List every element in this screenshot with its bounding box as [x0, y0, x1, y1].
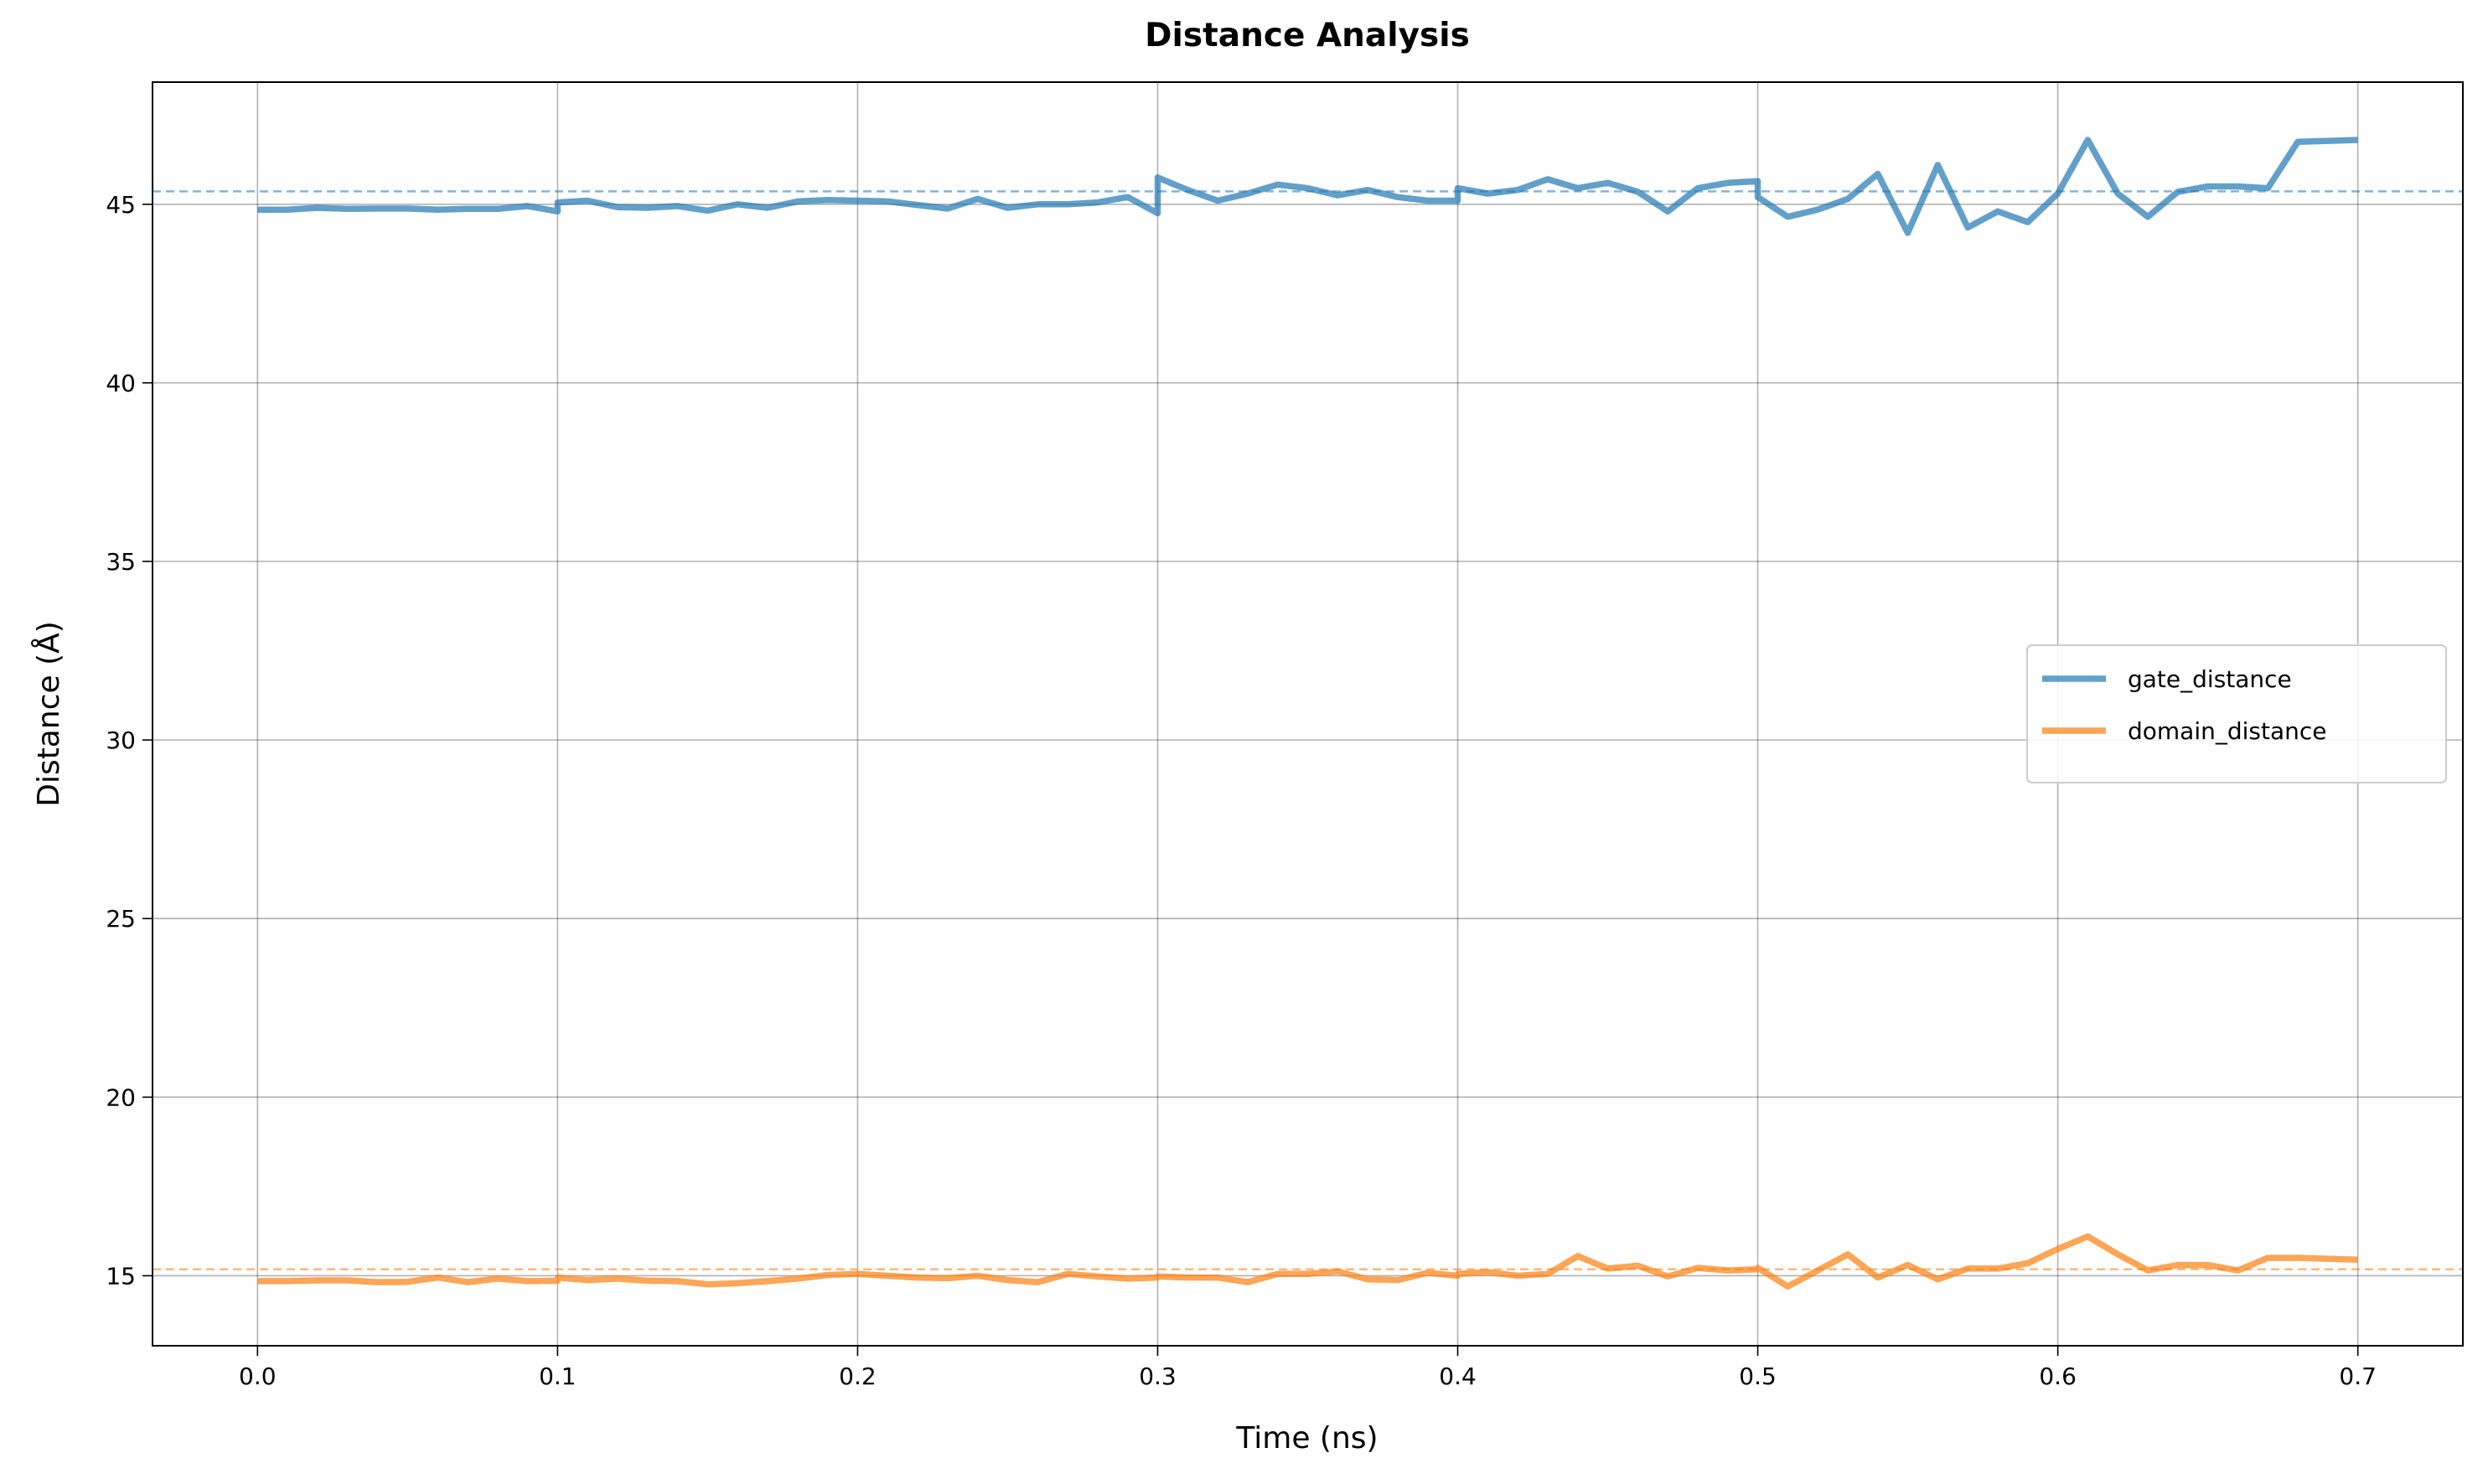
x-tick-label: 0.0 [239, 1362, 277, 1390]
y-tick-label: 25 [106, 905, 136, 933]
y-tick-label: 20 [106, 1083, 136, 1111]
x-tick-label: 0.3 [1139, 1362, 1177, 1390]
x-tick-label: 0.5 [1739, 1362, 1777, 1390]
x-tick-label: 0.6 [2039, 1362, 2077, 1390]
y-tick-label: 30 [106, 726, 136, 754]
x-axis-label: Time (ns) [1235, 1421, 1378, 1456]
y-axis-label: Distance (Å) [30, 621, 66, 807]
y-tick-label: 15 [106, 1262, 136, 1290]
y-tick-label: 45 [106, 191, 136, 219]
x-tick-label: 0.1 [539, 1362, 577, 1390]
chart-title: Distance Analysis [1145, 17, 1470, 54]
legend-box [2026, 644, 2447, 783]
x-tick-label: 0.2 [839, 1362, 877, 1390]
data-line [257, 137, 2358, 236]
y-tick-label: 35 [106, 548, 136, 576]
legend-label: domain_distance [2128, 717, 2327, 745]
x-tick-label: 0.4 [1439, 1362, 1477, 1390]
legend-label: gate_distance [2128, 665, 2292, 693]
plot-frame [152, 81, 2464, 1347]
y-tick-label: 40 [106, 370, 136, 397]
data-line [257, 1233, 2358, 1290]
x-tick-label: 0.7 [2339, 1362, 2377, 1390]
